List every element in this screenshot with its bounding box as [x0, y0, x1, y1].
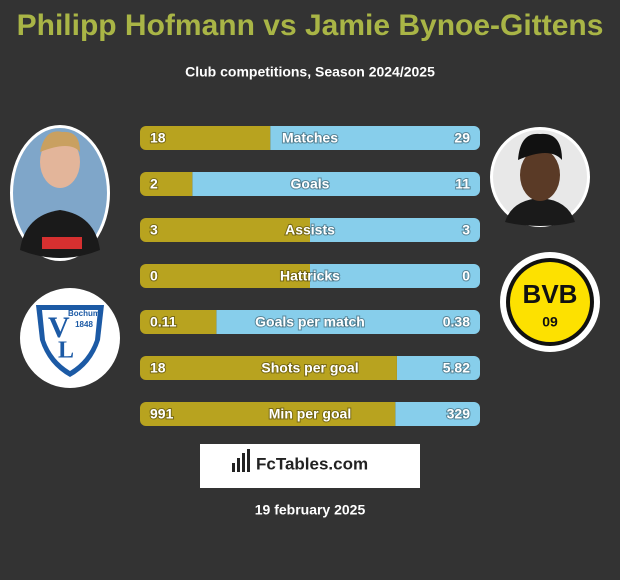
right-value: 0	[462, 268, 470, 284]
row-label: Shots per goal	[261, 360, 358, 376]
row	[140, 218, 480, 242]
brand-box: FcTables.com	[200, 444, 420, 488]
left-bar	[140, 402, 396, 426]
subtitle: Club competitions, Season 2024/2025	[185, 64, 435, 80]
row-label: Assists	[285, 222, 335, 238]
row-label: Hattricks	[280, 268, 340, 284]
left-value: 18	[150, 130, 166, 146]
left-bar	[140, 356, 397, 380]
right-bar	[310, 218, 480, 242]
right-value: 5.82	[443, 360, 470, 376]
left-bar	[140, 310, 217, 334]
left-value: 991	[150, 406, 174, 422]
right-value: 29	[454, 130, 470, 146]
right-bar	[192, 172, 480, 196]
left-bar	[140, 218, 310, 242]
right-value: 3	[462, 222, 470, 238]
right-club-name: BVB	[523, 279, 578, 309]
right-club-year: 09	[542, 314, 558, 330]
left-value: 0.11	[150, 314, 177, 330]
right-value: 0.38	[443, 314, 470, 330]
right-bar	[216, 310, 480, 334]
row-label: Goals per match	[255, 314, 365, 330]
svg-text:L: L	[58, 338, 74, 364]
right-value: 11	[455, 176, 470, 192]
comparison-rows: 18 Matches 29 2 Goals 11 3 Assists 3 0 Hattricks 0 0…	[140, 126, 480, 426]
right-bar	[270, 126, 480, 150]
row	[140, 172, 480, 196]
svg-text:V: V	[48, 311, 70, 344]
left-value: 3	[150, 222, 158, 238]
row	[140, 264, 480, 288]
right-bar	[310, 264, 480, 288]
row	[140, 126, 480, 150]
right-player-photo	[490, 127, 590, 227]
title: Philipp Hofmann vs Jamie Bynoe-Gittens	[17, 9, 604, 42]
right-club-logo: BVB 09	[500, 252, 600, 352]
left-value: 0	[150, 268, 158, 284]
row-label: Matches	[282, 130, 338, 146]
left-bar	[140, 126, 271, 150]
row-label: Goals	[291, 176, 330, 192]
left-value: 18	[150, 360, 166, 376]
right-bar	[395, 402, 480, 426]
left-club-logo: V L Bochum 1848	[20, 288, 120, 388]
date: 19 february 2025	[255, 502, 366, 518]
brand: FcTables.com	[256, 454, 368, 473]
right-bar	[396, 356, 480, 380]
left-bar	[140, 172, 193, 196]
left-player-photo	[10, 125, 110, 261]
right-value: 329	[447, 406, 471, 422]
row	[140, 356, 480, 380]
left-club-name: Bochum	[68, 309, 100, 318]
left-club-year: 1848	[75, 320, 93, 329]
left-value: 2	[150, 176, 158, 192]
left-bar	[140, 264, 310, 288]
row	[140, 402, 480, 426]
row-label: Min per goal	[269, 406, 351, 422]
row	[140, 310, 480, 334]
